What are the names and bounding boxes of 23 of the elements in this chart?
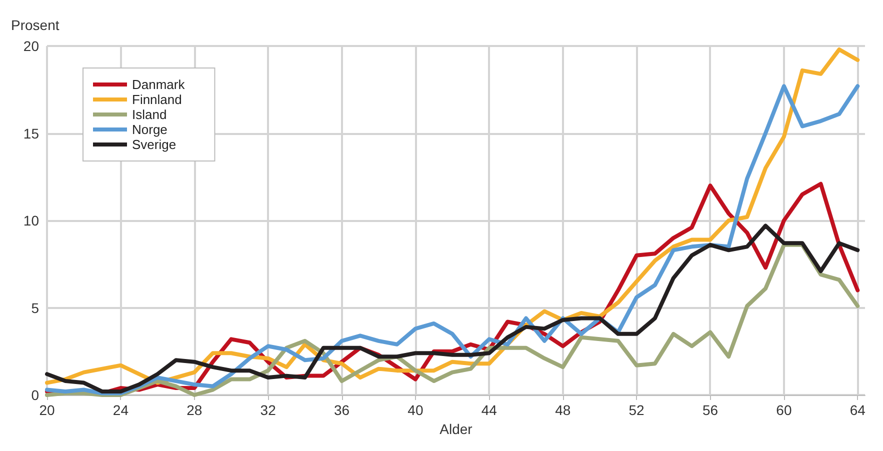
x-tick-label: 24 — [112, 402, 129, 418]
x-tick-label: 60 — [776, 402, 792, 418]
legend-label: Island — [132, 107, 167, 122]
y-tick-label: 5 — [31, 300, 40, 316]
y-axis-title: Prosent — [11, 17, 60, 33]
x-tick-label: 52 — [628, 402, 645, 418]
x-tick-label: 40 — [408, 402, 424, 418]
y-tick-label: 10 — [23, 212, 40, 228]
x-tick-label: 28 — [186, 402, 202, 418]
x-tick-label: 56 — [702, 402, 718, 418]
x-tick-label: 64 — [850, 402, 866, 418]
x-tick-label: 32 — [260, 402, 276, 418]
y-tick-label: 0 — [31, 387, 40, 403]
y-tick-label: 20 — [23, 38, 40, 54]
legend-label: Sverige — [132, 137, 176, 152]
legend-label: Finnland — [132, 92, 182, 107]
legend-label: Danmark — [132, 77, 186, 92]
x-axis-title: Alder — [440, 420, 473, 437]
y-tick-label: 15 — [23, 125, 40, 142]
legend-label: Norge — [132, 122, 168, 137]
x-tick-label: 44 — [481, 402, 498, 418]
x-tick-label: 48 — [555, 402, 571, 418]
x-tick-label: 36 — [334, 402, 350, 418]
